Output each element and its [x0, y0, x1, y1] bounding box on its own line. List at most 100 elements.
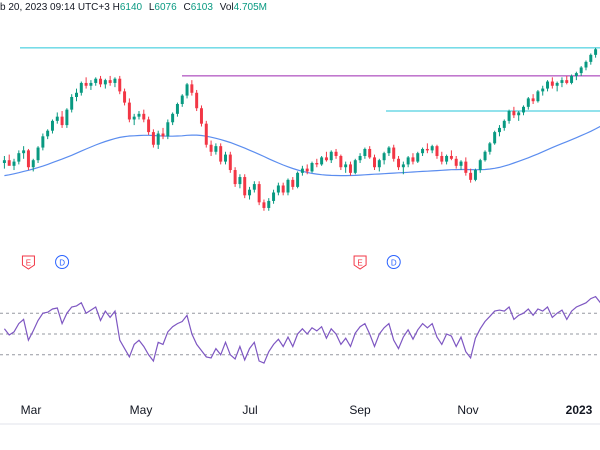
candle[interactable] [478, 158, 482, 173]
candle[interactable] [171, 112, 175, 126]
candle[interactable] [546, 80, 550, 92]
candle[interactable] [387, 146, 391, 156]
candle[interactable] [89, 80, 93, 90]
candle[interactable] [243, 174, 247, 199]
candle[interactable] [570, 74, 574, 85]
candle[interactable] [142, 109, 146, 123]
candle[interactable] [358, 153, 362, 164]
candle[interactable] [353, 158, 357, 175]
candle[interactable] [517, 111, 521, 121]
candle[interactable] [31, 158, 35, 172]
candle[interactable] [65, 108, 69, 128]
rsi-pane[interactable] [0, 295, 600, 364]
candle[interactable] [334, 148, 338, 159]
candle[interactable] [483, 150, 487, 162]
candle[interactable] [584, 60, 588, 71]
candle[interactable] [392, 144, 396, 162]
candle[interactable] [175, 102, 179, 117]
candle[interactable] [512, 106, 516, 119]
candle[interactable] [161, 127, 165, 140]
candle[interactable] [377, 158, 381, 172]
candle[interactable] [166, 119, 170, 140]
candle[interactable] [118, 75, 122, 95]
candle[interactable] [50, 119, 54, 134]
candle[interactable] [123, 88, 127, 106]
candle[interactable] [493, 130, 497, 145]
candle[interactable] [550, 77, 554, 89]
candle[interactable] [497, 125, 501, 137]
price-pane[interactable] [2, 47, 600, 211]
candle[interactable] [315, 158, 319, 168]
candle[interactable] [147, 116, 151, 135]
candle[interactable] [296, 171, 300, 189]
candle[interactable] [127, 98, 131, 123]
candle[interactable] [488, 141, 492, 155]
candle[interactable] [132, 113, 136, 126]
earnings-badge[interactable]: E [353, 255, 367, 270]
dividend-badge[interactable]: D [386, 255, 401, 269]
candle[interactable] [180, 94, 184, 107]
candle[interactable] [262, 199, 266, 211]
candle[interactable] [36, 146, 40, 164]
candle[interactable] [291, 177, 295, 190]
candle[interactable] [565, 75, 569, 85]
candle[interactable] [190, 80, 194, 96]
candle[interactable] [324, 151, 328, 162]
candle[interactable] [151, 129, 155, 148]
candle[interactable] [305, 164, 309, 175]
candle[interactable] [195, 89, 199, 112]
candle[interactable] [421, 147, 425, 156]
candle[interactable] [46, 129, 50, 140]
earnings-badge[interactable]: E [21, 255, 35, 270]
candle[interactable] [257, 181, 261, 206]
candle[interactable] [103, 78, 107, 89]
candle[interactable] [108, 75, 112, 86]
candle[interactable] [560, 77, 564, 88]
candle[interactable] [248, 186, 252, 200]
candle[interactable] [574, 71, 578, 81]
candle[interactable] [7, 154, 11, 166]
candle[interactable] [449, 150, 453, 161]
candle[interactable] [531, 94, 535, 105]
candle[interactable] [286, 178, 290, 196]
candle[interactable] [397, 155, 401, 171]
candle[interactable] [502, 119, 506, 131]
candle[interactable] [425, 143, 429, 154]
candle[interactable] [185, 82, 189, 99]
dividend-badge[interactable]: D [55, 255, 70, 269]
candle[interactable] [113, 77, 117, 88]
candle[interactable] [473, 168, 477, 182]
candle[interactable] [70, 94, 74, 113]
candle[interactable] [276, 182, 280, 196]
candle[interactable] [406, 155, 410, 168]
candle[interactable] [22, 146, 26, 159]
candle[interactable] [440, 151, 444, 165]
candle[interactable] [55, 112, 59, 124]
candle[interactable] [445, 154, 449, 165]
candle[interactable] [507, 109, 511, 124]
candle[interactable] [233, 167, 237, 187]
candle[interactable] [454, 155, 458, 169]
candle[interactable] [219, 143, 223, 165]
candle[interactable] [272, 189, 276, 204]
candle[interactable] [41, 133, 45, 151]
candle[interactable] [252, 181, 256, 193]
candle[interactable] [435, 144, 439, 159]
candle[interactable] [589, 53, 593, 65]
candle[interactable] [464, 157, 468, 176]
candle[interactable] [459, 160, 463, 171]
candle[interactable] [348, 161, 352, 176]
candle[interactable] [329, 150, 333, 164]
candle[interactable] [79, 81, 83, 96]
candle[interactable] [75, 88, 78, 102]
candle[interactable] [12, 158, 16, 171]
candle[interactable] [594, 47, 598, 58]
candle[interactable] [60, 111, 64, 128]
candle[interactable] [416, 151, 420, 164]
candle[interactable] [411, 153, 415, 165]
candle[interactable] [17, 150, 21, 165]
candle[interactable] [310, 161, 314, 173]
candle[interactable] [579, 66, 583, 76]
candle[interactable] [199, 105, 203, 127]
